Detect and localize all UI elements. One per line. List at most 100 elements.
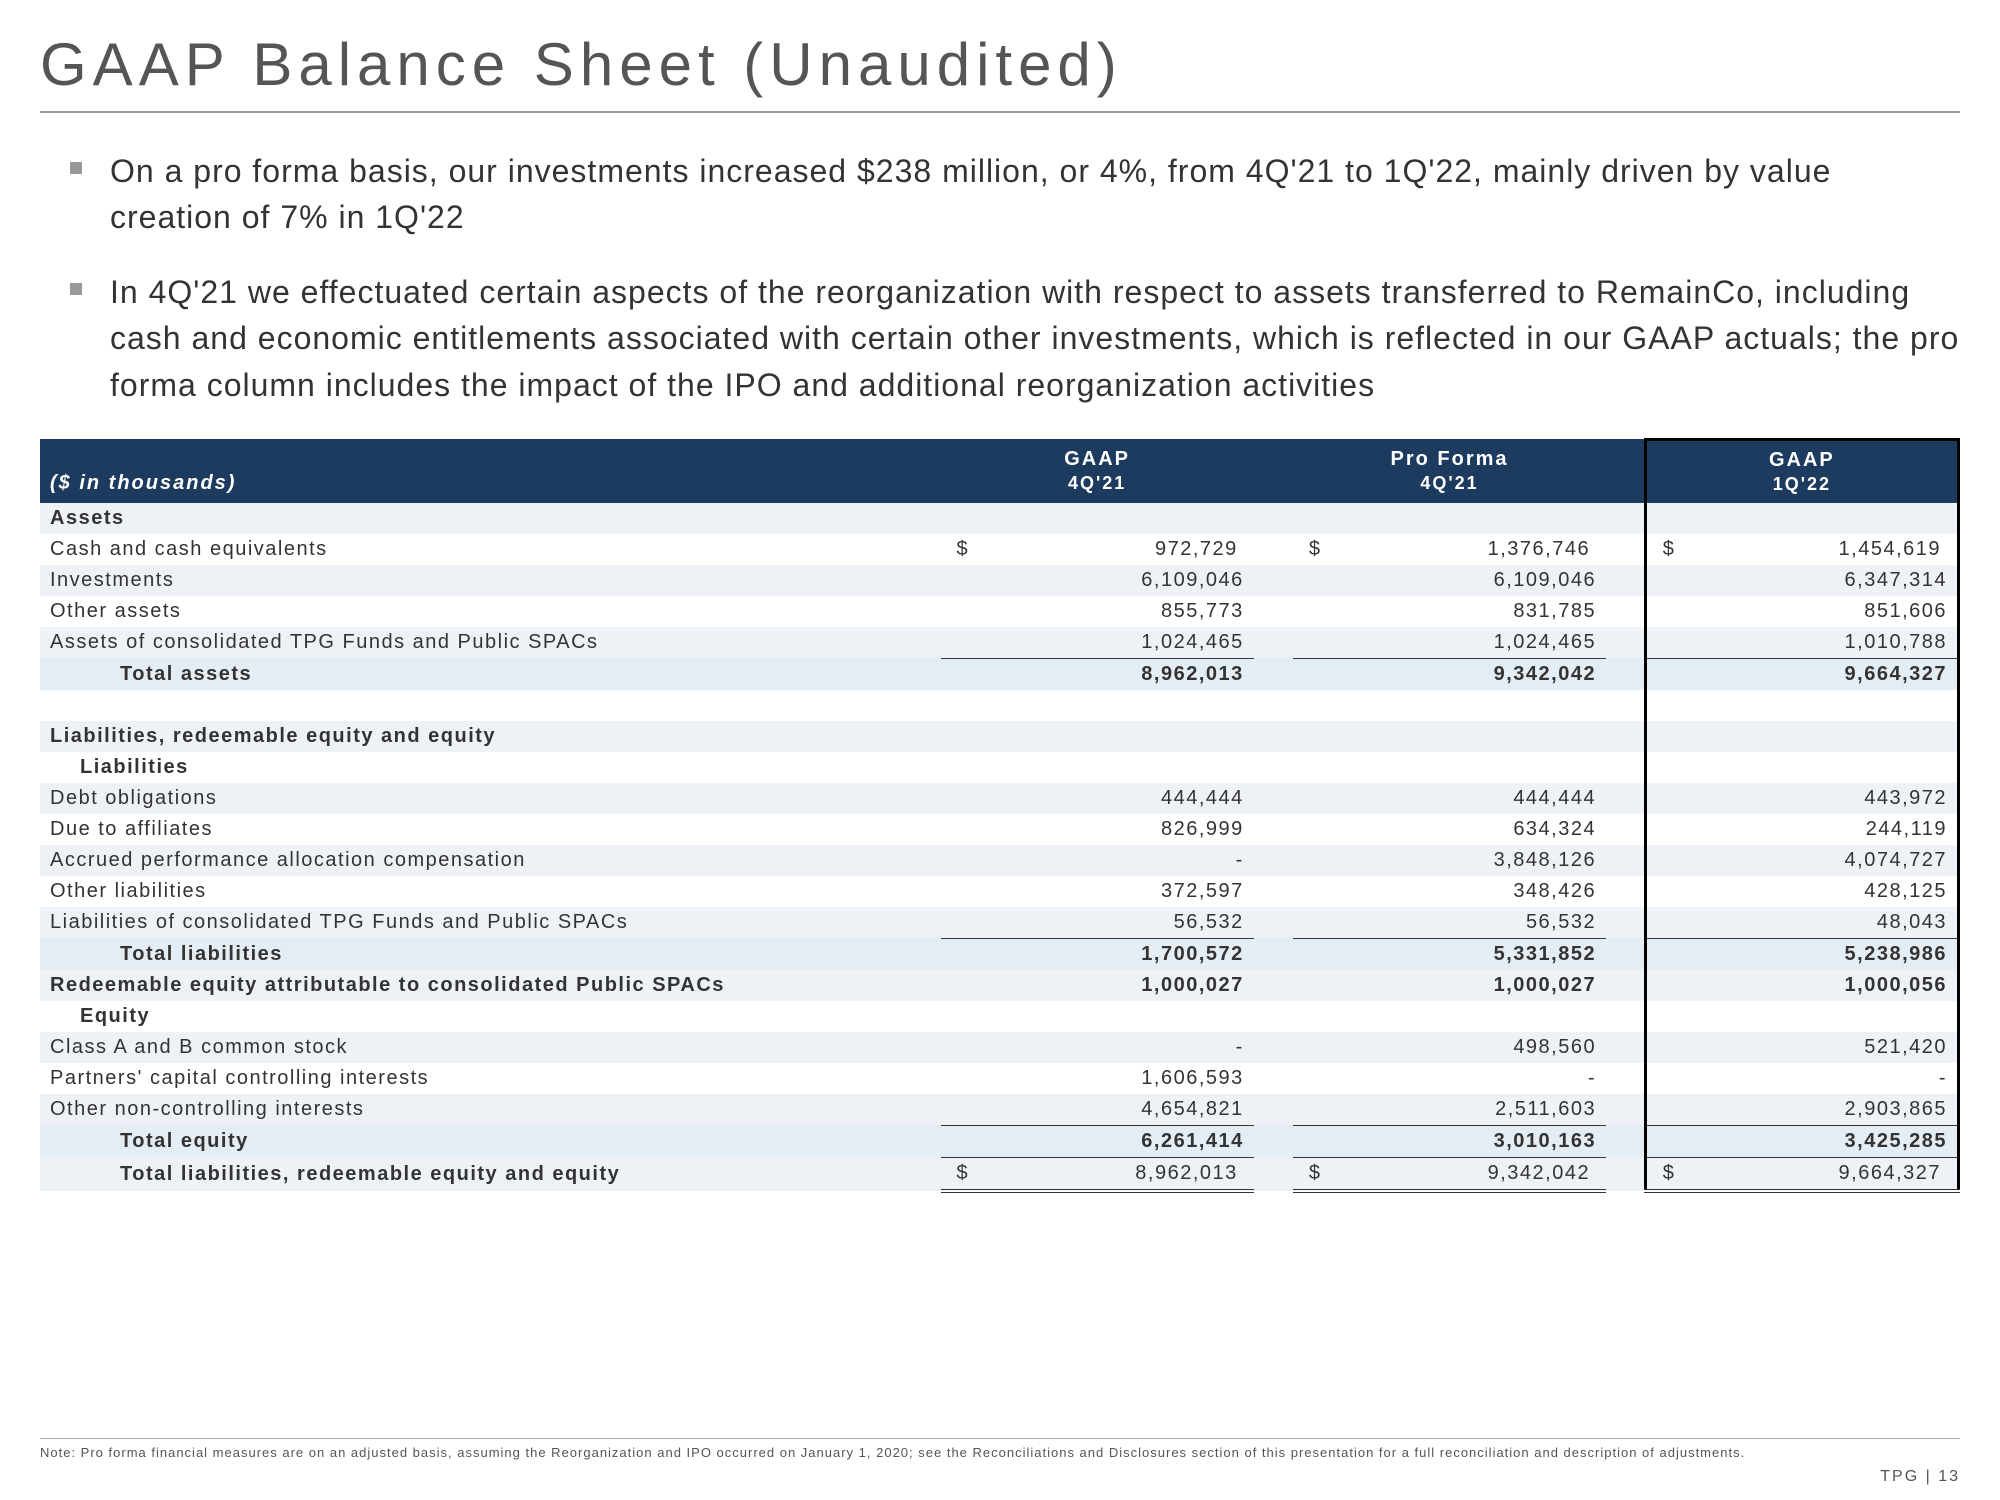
- cell-value: 2,903,865: [1645, 1094, 1958, 1126]
- row-label: Due to affiliates: [40, 814, 941, 845]
- table-row: Liabilities of consolidated TPG Funds an…: [40, 907, 1959, 939]
- cell-value: 3,010,163: [1293, 1125, 1606, 1157]
- cell-value: 444,444: [1293, 783, 1606, 814]
- table-row: Total assets8,962,013 9,342,042 9,664,327: [40, 658, 1959, 690]
- row-label: Liabilities: [40, 752, 941, 783]
- cell-value: 831,785: [1293, 596, 1606, 627]
- footnote: Note: Pro forma financial measures are o…: [40, 1438, 1960, 1460]
- bullet-item: In 4Q'21 we effectuated certain aspects …: [70, 269, 1960, 408]
- cell-value: [1645, 1001, 1958, 1032]
- cell-value: 498,560: [1293, 1032, 1606, 1063]
- cell-value: 855,773: [941, 596, 1254, 627]
- cell-value: 1,024,465: [1293, 627, 1606, 659]
- cell-value: [1293, 752, 1606, 783]
- table-row: Class A and B common stock- 498,560 521,42…: [40, 1032, 1959, 1063]
- row-label: Liabilities of consolidated TPG Funds an…: [40, 907, 941, 939]
- cell-value: 9,664,327: [1645, 658, 1958, 690]
- cell-value: 1,606,593: [941, 1063, 1254, 1094]
- row-label: Other liabilities: [40, 876, 941, 907]
- slide: GAAP Balance Sheet (Unaudited) On a pro …: [0, 0, 2000, 1500]
- cell-value: [1293, 1001, 1606, 1032]
- table-row: Redeemable equity attributable to consol…: [40, 970, 1959, 1001]
- cell-value: 3,848,126: [1293, 845, 1606, 876]
- cell-value: 9,342,042: [1293, 658, 1606, 690]
- table-row: Liabilities: [40, 752, 1959, 783]
- row-label: Other non-controlling interests: [40, 1094, 941, 1126]
- table-row: Other assets855,773 831,785 851,606: [40, 596, 1959, 627]
- table-row: [40, 690, 1959, 721]
- row-label: Liabilities, redeemable equity and equit…: [40, 721, 941, 752]
- cell-value: 2,511,603: [1293, 1094, 1606, 1126]
- row-label: Total assets: [40, 658, 941, 690]
- cell-value: 1,010,788: [1645, 627, 1958, 659]
- cell-value: 348,426: [1293, 876, 1606, 907]
- bullet-item: On a pro forma basis, our investments in…: [70, 148, 1960, 241]
- cell-value: 428,125: [1645, 876, 1958, 907]
- row-label: Other assets: [40, 596, 941, 627]
- row-label: Assets: [40, 503, 941, 534]
- cell-value: [1293, 503, 1606, 534]
- table-unit-label: ($ in thousands): [40, 439, 941, 503]
- cell-value: 851,606: [1645, 596, 1958, 627]
- cell-value: 443,972: [1645, 783, 1958, 814]
- cell-value: 48,043: [1645, 907, 1958, 939]
- row-label: Class A and B common stock: [40, 1032, 941, 1063]
- cell-value: $1,376,746: [1293, 534, 1606, 565]
- cell-value: 244,119: [1645, 814, 1958, 845]
- cell-value: [1645, 752, 1958, 783]
- row-label: Total equity: [40, 1125, 941, 1157]
- row-label: Total liabilities: [40, 938, 941, 970]
- cell-value: -: [1645, 1063, 1958, 1094]
- cell-value: [1645, 721, 1958, 752]
- cell-value: $1,454,619: [1645, 534, 1958, 565]
- row-label: Redeemable equity attributable to consol…: [40, 970, 941, 1001]
- column-header: Pro Forma4Q'21: [1293, 439, 1606, 503]
- cell-value: -: [941, 1032, 1254, 1063]
- table-row: Assets of consolidated TPG Funds and Pub…: [40, 627, 1959, 659]
- column-header: GAAP4Q'21: [941, 439, 1254, 503]
- table-row: Assets: [40, 503, 1959, 534]
- cell-value: [941, 752, 1254, 783]
- table-row: Due to affiliates826,999 634,324 244,119: [40, 814, 1959, 845]
- cell-value: 444,444: [941, 783, 1254, 814]
- cell-value: $8,962,013: [941, 1157, 1254, 1191]
- cell-value: [941, 721, 1254, 752]
- cell-value: 6,109,046: [1293, 565, 1606, 596]
- cell-value: [1293, 721, 1606, 752]
- cell-value: 56,532: [941, 907, 1254, 939]
- cell-value: 6,347,314: [1645, 565, 1958, 596]
- table-row: Total liabilities, redeemable equity and…: [40, 1157, 1959, 1191]
- bullet-text: On a pro forma basis, our investments in…: [110, 148, 1960, 241]
- table-row: Other non-controlling interests4,654,821…: [40, 1094, 1959, 1126]
- cell-value: 826,999: [941, 814, 1254, 845]
- cell-value: 8,962,013: [941, 658, 1254, 690]
- cell-value: 1,024,465: [941, 627, 1254, 659]
- table-row: Cash and cash equivalents$972,729$1,376,…: [40, 534, 1959, 565]
- row-label: Debt obligations: [40, 783, 941, 814]
- table-row: Other liabilities372,597 348,426 428,125: [40, 876, 1959, 907]
- cell-value: 6,109,046: [941, 565, 1254, 596]
- slide-title: GAAP Balance Sheet (Unaudited): [40, 30, 1960, 113]
- cell-value: 1,000,027: [941, 970, 1254, 1001]
- balance-sheet-table: ($ in thousands)GAAP4Q'21 Pro Forma4Q'21…: [40, 438, 1960, 1193]
- cell-value: [941, 503, 1254, 534]
- table-row: Total equity6,261,414 3,010,163 3,425,285: [40, 1125, 1959, 1157]
- table-row: Total liabilities1,700,5725,331,8525,238…: [40, 938, 1959, 970]
- cell-value: 372,597: [941, 876, 1254, 907]
- cell-value: $9,664,327: [1645, 1157, 1958, 1191]
- cell-value: 521,420: [1645, 1032, 1958, 1063]
- table-row: Equity: [40, 1001, 1959, 1032]
- row-label: Investments: [40, 565, 941, 596]
- page-number: TPG | 13: [1880, 1468, 1960, 1486]
- cell-value: 3,425,285: [1645, 1125, 1958, 1157]
- cell-value: 634,324: [1293, 814, 1606, 845]
- row-label: Total liabilities, redeemable equity and…: [40, 1157, 941, 1191]
- cell-value: [1645, 503, 1958, 534]
- cell-value: 6,261,414: [941, 1125, 1254, 1157]
- row-label: Assets of consolidated TPG Funds and Pub…: [40, 627, 941, 659]
- column-header: GAAP1Q'22: [1645, 439, 1958, 503]
- table-row: Investments6,109,0466,109,0466,347,314: [40, 565, 1959, 596]
- bullet-text: In 4Q'21 we effectuated certain aspects …: [110, 269, 1960, 408]
- cell-value: 4,654,821: [941, 1094, 1254, 1126]
- table-row: Accrued performance allocation compensat…: [40, 845, 1959, 876]
